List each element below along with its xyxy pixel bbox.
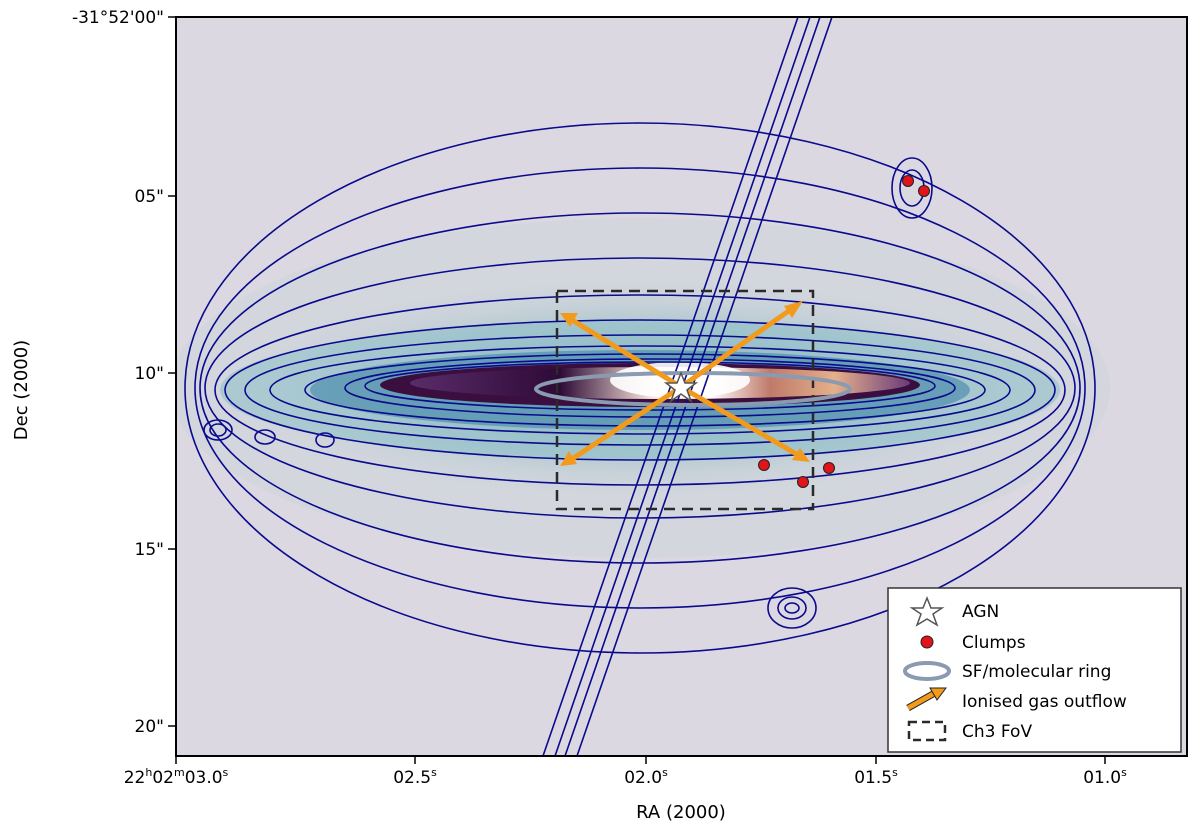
legend-agn-label: AGN	[962, 602, 999, 622]
x-tick-label-3: 01.5s	[854, 766, 898, 788]
x-tick-label-0: 22h02m03.0s	[124, 766, 229, 788]
legend-outflow-icon	[906, 687, 947, 712]
legend-fov-icon	[907, 720, 947, 742]
y-ticks	[168, 16, 176, 727]
y-axis-title: Dec (2000)	[11, 340, 32, 440]
clumps	[758, 175, 930, 488]
sky-image	[176, 17, 1187, 756]
legend-clumps-label: Clumps	[962, 633, 1026, 653]
legend: AGN Clumps SF/molecular ring Ionised gas…	[887, 587, 1182, 753]
x-ticks	[175, 756, 1106, 764]
outflow-arrows	[560, 301, 810, 466]
plot-frame	[175, 16, 1188, 757]
y-tick-label-4: 20"	[135, 717, 164, 737]
y-tick-label-2: 10"	[135, 364, 164, 384]
contours	[184, 122, 1096, 654]
legend-clump-icon	[920, 635, 934, 649]
agn-star	[663, 370, 699, 403]
x-axis-title: RA (2000)	[636, 802, 726, 823]
x-tick-label-2: 02.0s	[624, 766, 668, 788]
y-tick-label-1: 05"	[135, 187, 164, 207]
y-tick-label-0: -31°52'00"	[72, 8, 164, 28]
legend-ring-icon	[903, 661, 951, 681]
legend-fov-label: Ch3 FoV	[962, 722, 1032, 742]
x-tick-label-1: 02.5s	[393, 766, 437, 788]
legend-ring-label: SF/molecular ring	[962, 662, 1111, 682]
x-tick-label-4: 01.0s	[1083, 766, 1127, 788]
legend-outflow-label: Ionised gas outflow	[962, 692, 1127, 712]
y-tick-label-3: 15"	[135, 540, 164, 560]
legend-agn-star-icon	[909, 595, 945, 627]
sf-molecular-ring	[534, 371, 852, 407]
